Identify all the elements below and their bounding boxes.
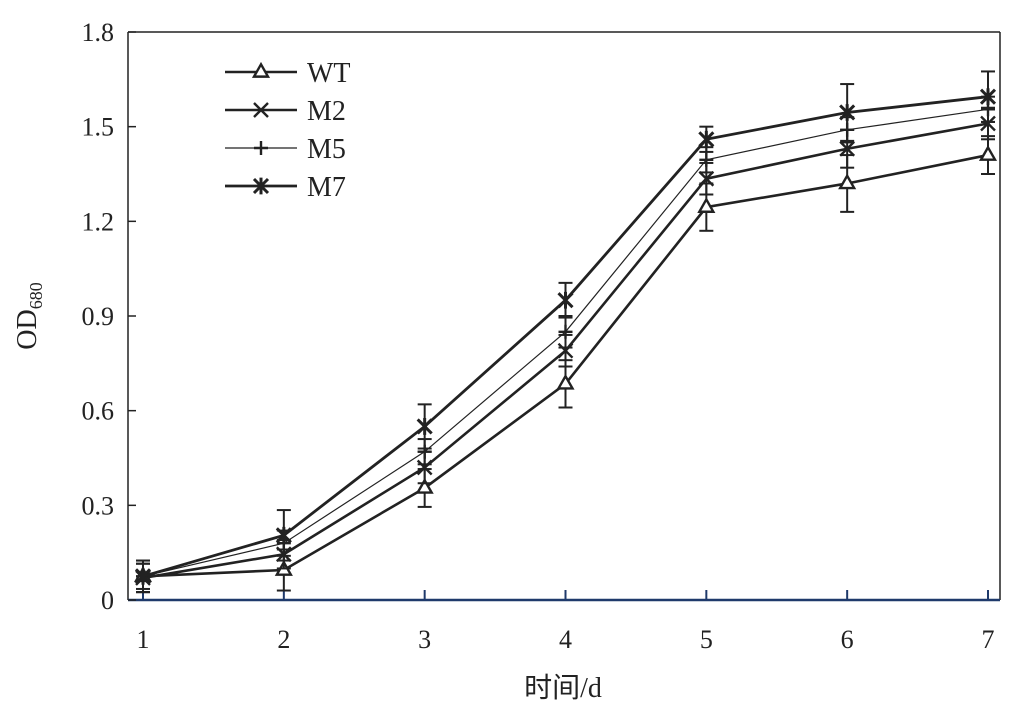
series-layer [133, 70, 998, 594]
x-axis-title: 时间/d [524, 672, 602, 704]
data-point [978, 144, 998, 161]
data-point [979, 88, 997, 106]
x-tick-label: 1 [137, 625, 150, 654]
y-axis-title-subscript: 680 [26, 282, 46, 309]
y-axis-title-main: OD [12, 309, 43, 349]
legend-entry-wt: WT [225, 58, 351, 89]
data-point [838, 173, 857, 190]
x-axis-ticks: 1 2 3 4 5 6 7 [137, 590, 995, 654]
series-m5 [136, 95, 995, 590]
legend-marker [251, 61, 271, 78]
legend-label: M5 [307, 134, 346, 165]
legend-label: WT [307, 58, 351, 89]
data-point [416, 459, 433, 476]
x-tick-label: 3 [418, 625, 431, 654]
data-point [557, 342, 574, 359]
legend-marker [252, 177, 270, 195]
data-point [556, 373, 575, 390]
data-point [980, 115, 996, 132]
y-axis-ticks: 0 0.3 0.6 0.9 1.2 1.5 1.8 [82, 18, 136, 615]
data-point [839, 140, 856, 157]
legend-label: M7 [307, 172, 346, 203]
legend: WT M2 M5 M7 [225, 58, 351, 203]
data-point [697, 197, 716, 213]
x-tick-label: 5 [700, 625, 713, 654]
data-point [415, 477, 434, 494]
y-axis-title: OD680 [12, 282, 46, 349]
data-point [699, 152, 714, 167]
legend-entry-m7: M7 [225, 172, 346, 203]
x-tick-label: 6 [841, 625, 854, 654]
legend-entry-m5: M5 [225, 134, 346, 165]
y-tick-label: 0.3 [82, 491, 115, 520]
data-point [839, 104, 856, 121]
x-tick-label: 7 [982, 625, 995, 654]
data-point [275, 526, 292, 544]
legend-marker [254, 141, 268, 155]
y-tick-label: 0 [101, 586, 114, 615]
y-tick-label: 0.9 [82, 302, 115, 331]
data-point [558, 324, 573, 339]
data-point [557, 291, 574, 309]
y-tick-label: 1.5 [82, 113, 115, 142]
data-point [698, 170, 715, 187]
legend-marker [253, 102, 269, 118]
data-point [416, 418, 433, 435]
legend-entry-m2: M2 [225, 96, 346, 127]
y-tick-label: 1.8 [82, 18, 115, 47]
legend-label: M2 [307, 96, 346, 127]
y-tick-label: 1.2 [82, 207, 115, 236]
data-point [698, 130, 715, 148]
series-m7 [134, 70, 997, 594]
data-point [134, 567, 152, 585]
y-tick-label: 0.6 [82, 397, 115, 426]
x-tick-label: 4 [559, 625, 572, 654]
x-tick-label: 2 [277, 625, 290, 654]
